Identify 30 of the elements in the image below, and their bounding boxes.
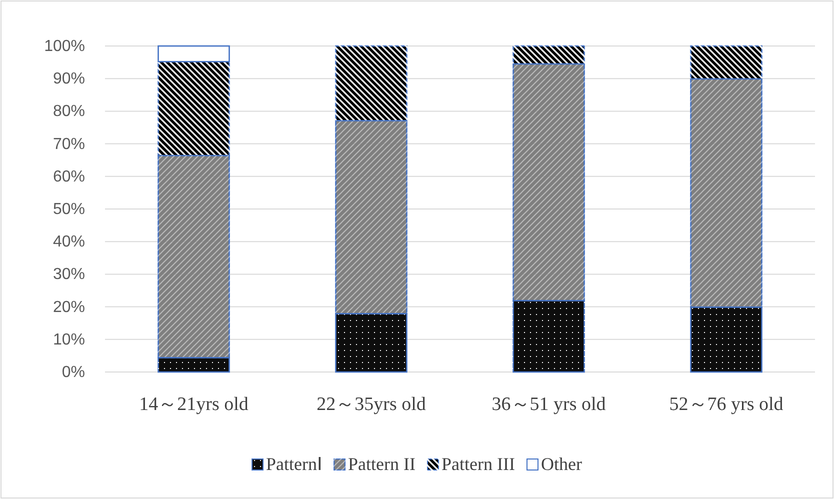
bar (335, 120, 408, 314)
y-tick-label: 80% (52, 103, 85, 120)
bar (158, 357, 230, 373)
legend-label: PatternⅠ (266, 454, 322, 474)
y-tick-label: 20% (52, 298, 85, 316)
y-tick-label: 100% (44, 38, 85, 55)
y-tick-label: 50% (52, 201, 85, 218)
y-tick-label: 90% (52, 70, 85, 88)
y-tick-label: 0% (62, 364, 85, 381)
x-tick-label: 22～35yrs old (316, 394, 426, 415)
legend-label: Other (540, 454, 582, 474)
bar (335, 312, 408, 373)
legend-label: Pattern III (442, 454, 515, 474)
bar (512, 45, 585, 65)
y-tick-label: 40% (52, 234, 85, 251)
x-tick-label: 36～51 yrs old (492, 394, 606, 415)
x-tick-label: 14～21yrs old (139, 394, 249, 415)
bar (690, 306, 762, 373)
y-tick-label: 60% (52, 168, 85, 186)
y-tick-label: 30% (52, 266, 85, 284)
bar (335, 45, 408, 122)
x-tick-label: 52～76 yrs old (669, 394, 784, 415)
y-tick-label: 10% (52, 331, 85, 348)
bar (690, 78, 762, 308)
bar (512, 300, 585, 373)
bar (690, 45, 762, 80)
bar (512, 63, 585, 302)
bar (158, 154, 230, 358)
legend-label: Pattern II (348, 454, 416, 474)
y-tick-label: 70% (52, 136, 85, 153)
